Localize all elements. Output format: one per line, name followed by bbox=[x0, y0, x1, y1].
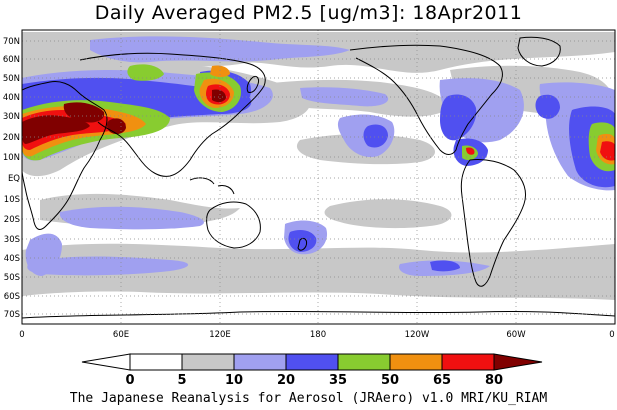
coast-north-america bbox=[349, 44, 503, 155]
colorbar: 0 5 10 20 35 50 65 80 bbox=[81, 353, 543, 388]
lat-label: 70S bbox=[4, 310, 20, 320]
colorbar-tick-label: 20 bbox=[277, 373, 295, 388]
lon-label: 0 bbox=[609, 330, 614, 340]
colorbar-left-arrow bbox=[81, 353, 131, 371]
colorbar-tick-label: 5 bbox=[177, 373, 186, 388]
colorbar-segment bbox=[337, 353, 391, 371]
lightblue-south-belt bbox=[27, 256, 189, 276]
colorbar-segment bbox=[389, 353, 443, 371]
coast-australia bbox=[206, 201, 261, 249]
lightblue-south-indian bbox=[59, 206, 204, 230]
colorbar-tick-label: 10 bbox=[225, 373, 243, 388]
lat-label: 60N bbox=[3, 55, 20, 65]
lon-label: 0 bbox=[19, 330, 24, 340]
colorbar-segment bbox=[129, 353, 183, 371]
colorbar-tick-label: 80 bbox=[485, 373, 503, 388]
coast-japan bbox=[246, 75, 259, 93]
colorbar-tick-label: 35 bbox=[329, 373, 347, 388]
lat-label: 70N bbox=[3, 37, 20, 47]
colorbar-segment bbox=[441, 353, 495, 371]
darkred-china bbox=[212, 89, 226, 103]
lightblue-north bbox=[90, 36, 350, 63]
latitude-labels: 70N 60N 50N 40N 30N 20N 10N EQ 10S 20S 3… bbox=[3, 37, 20, 320]
coast-nz bbox=[297, 237, 307, 251]
map-title: Daily Averaged PM2.5 [ug/m3]: 18Apr2011 bbox=[94, 2, 523, 24]
lat-label: 20N bbox=[3, 133, 20, 143]
darkred-arabia bbox=[63, 102, 105, 123]
blue-na bbox=[440, 94, 477, 141]
green-mongolia bbox=[127, 64, 164, 81]
concentration-field bbox=[22, 30, 615, 324]
colorbar-tick-label: 50 bbox=[381, 373, 399, 388]
lat-label: 40S bbox=[4, 254, 20, 264]
colorbar-segment bbox=[233, 353, 287, 371]
lon-label: 120W bbox=[405, 330, 430, 340]
lon-label: 60E bbox=[113, 330, 129, 340]
lat-label: 50N bbox=[3, 74, 20, 84]
lat-label: 40N bbox=[3, 93, 20, 103]
lightblue-africa-sw bbox=[25, 233, 62, 276]
lat-label: 30S bbox=[4, 235, 20, 245]
coast-antarctica bbox=[22, 310, 615, 319]
blue-pac-south bbox=[288, 230, 317, 252]
blue-pac-mid bbox=[363, 124, 388, 148]
colorbar-tick-label: 0 bbox=[125, 373, 134, 388]
lon-label: 120E bbox=[209, 330, 231, 340]
data-source-credit: The Japanese Reanalysis for Aerosol (JRA… bbox=[69, 391, 548, 406]
gray-south-pacific bbox=[324, 199, 452, 229]
map-plot-area bbox=[21, 29, 616, 325]
colorbar-segment bbox=[285, 353, 339, 371]
coast-africa-europe bbox=[22, 81, 108, 230]
lon-label: 180 bbox=[310, 330, 326, 340]
lat-label: EQ bbox=[8, 174, 20, 184]
coastlines bbox=[22, 36, 615, 319]
colorbar-tick-label: 65 bbox=[433, 373, 451, 388]
coast-asia bbox=[79, 52, 266, 177]
grid-lines bbox=[22, 30, 615, 324]
blue-south-atlantic bbox=[430, 260, 460, 272]
blue-atlantic-mid bbox=[535, 94, 560, 119]
coast-south-america bbox=[460, 159, 527, 287]
lat-label: 30N bbox=[3, 112, 20, 122]
lat-label: 10S bbox=[4, 195, 20, 205]
longitude-labels: 0 60E 120E 180 120W 60W 0 bbox=[19, 330, 614, 340]
orange-mongolia bbox=[210, 65, 230, 77]
coast-greenland bbox=[517, 36, 561, 67]
lat-label: 50S bbox=[4, 273, 20, 283]
colorbar-right-arrow bbox=[493, 353, 543, 371]
colorbar-segment bbox=[181, 353, 235, 371]
lat-label: 60S bbox=[4, 292, 20, 302]
lat-label: 10N bbox=[3, 153, 20, 163]
red-atlantic bbox=[600, 141, 615, 161]
lightblue-northpac bbox=[300, 87, 389, 107]
coast-indonesia bbox=[189, 177, 235, 195]
map-frame bbox=[21, 29, 616, 325]
lon-label: 60W bbox=[506, 330, 526, 340]
lat-label: 20S bbox=[4, 215, 20, 225]
red-caribbean bbox=[466, 147, 475, 155]
